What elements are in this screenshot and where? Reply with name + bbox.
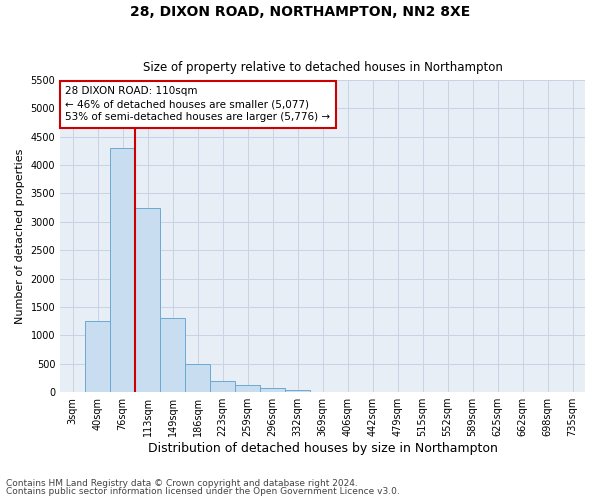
Bar bbox=[110, 148, 135, 392]
Bar bbox=[85, 321, 110, 392]
Text: Contains public sector information licensed under the Open Government Licence v3: Contains public sector information licen… bbox=[6, 487, 400, 496]
Text: Contains HM Land Registry data © Crown copyright and database right 2024.: Contains HM Land Registry data © Crown c… bbox=[6, 478, 358, 488]
Bar bbox=[135, 208, 160, 392]
Bar bbox=[285, 390, 310, 392]
X-axis label: Distribution of detached houses by size in Northampton: Distribution of detached houses by size … bbox=[148, 442, 497, 455]
Title: Size of property relative to detached houses in Northampton: Size of property relative to detached ho… bbox=[143, 62, 503, 74]
Bar bbox=[210, 380, 235, 392]
Bar bbox=[185, 364, 210, 392]
Bar bbox=[160, 318, 185, 392]
Bar bbox=[235, 386, 260, 392]
Y-axis label: Number of detached properties: Number of detached properties bbox=[15, 148, 25, 324]
Text: 28, DIXON ROAD, NORTHAMPTON, NN2 8XE: 28, DIXON ROAD, NORTHAMPTON, NN2 8XE bbox=[130, 5, 470, 19]
Text: 28 DIXON ROAD: 110sqm
← 46% of detached houses are smaller (5,077)
53% of semi-d: 28 DIXON ROAD: 110sqm ← 46% of detached … bbox=[65, 86, 331, 122]
Bar bbox=[260, 388, 285, 392]
